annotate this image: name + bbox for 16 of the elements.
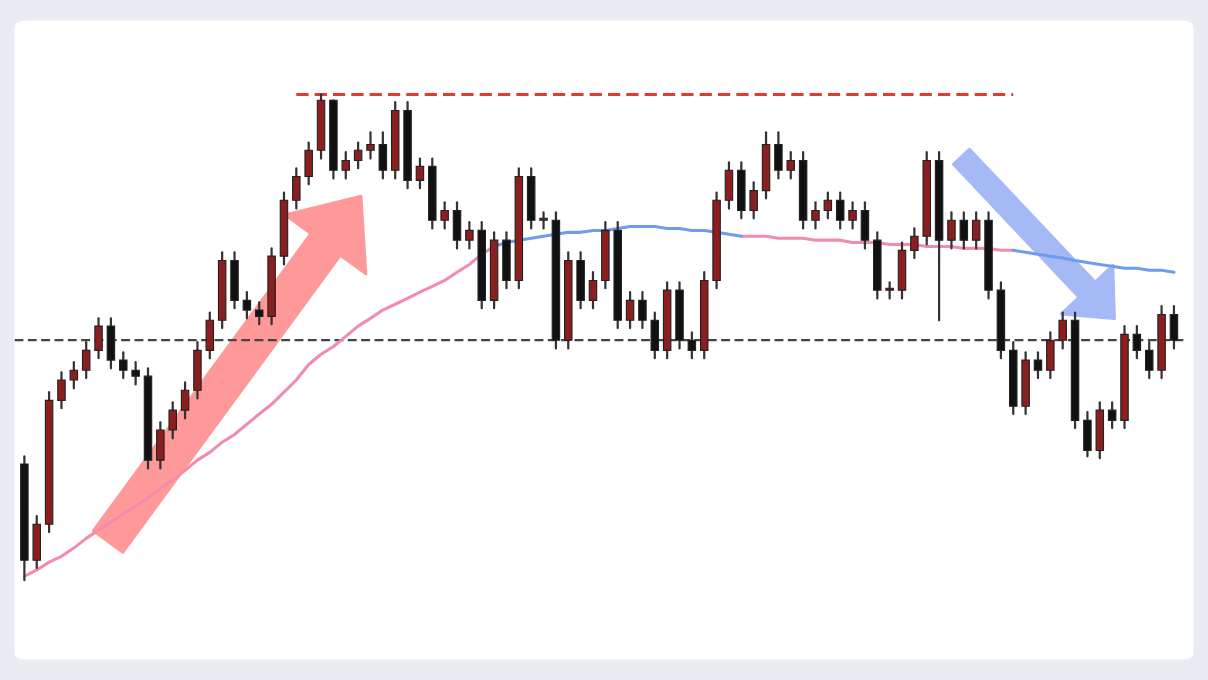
candlestick	[724, 161, 734, 210]
candlestick	[106, 317, 116, 370]
candlestick	[180, 381, 190, 420]
candlestick	[1169, 305, 1179, 350]
candlestick	[242, 291, 252, 320]
candlestick	[897, 241, 907, 300]
candlestick	[761, 131, 771, 200]
candlestick	[1132, 325, 1142, 360]
candlestick	[687, 331, 697, 360]
candlestick	[860, 201, 870, 250]
candlestick	[353, 141, 363, 170]
candlestick	[588, 271, 598, 310]
candlestick	[415, 157, 425, 190]
candlestick	[452, 201, 462, 250]
candlestick	[1033, 351, 1043, 380]
candlestick	[625, 291, 635, 330]
